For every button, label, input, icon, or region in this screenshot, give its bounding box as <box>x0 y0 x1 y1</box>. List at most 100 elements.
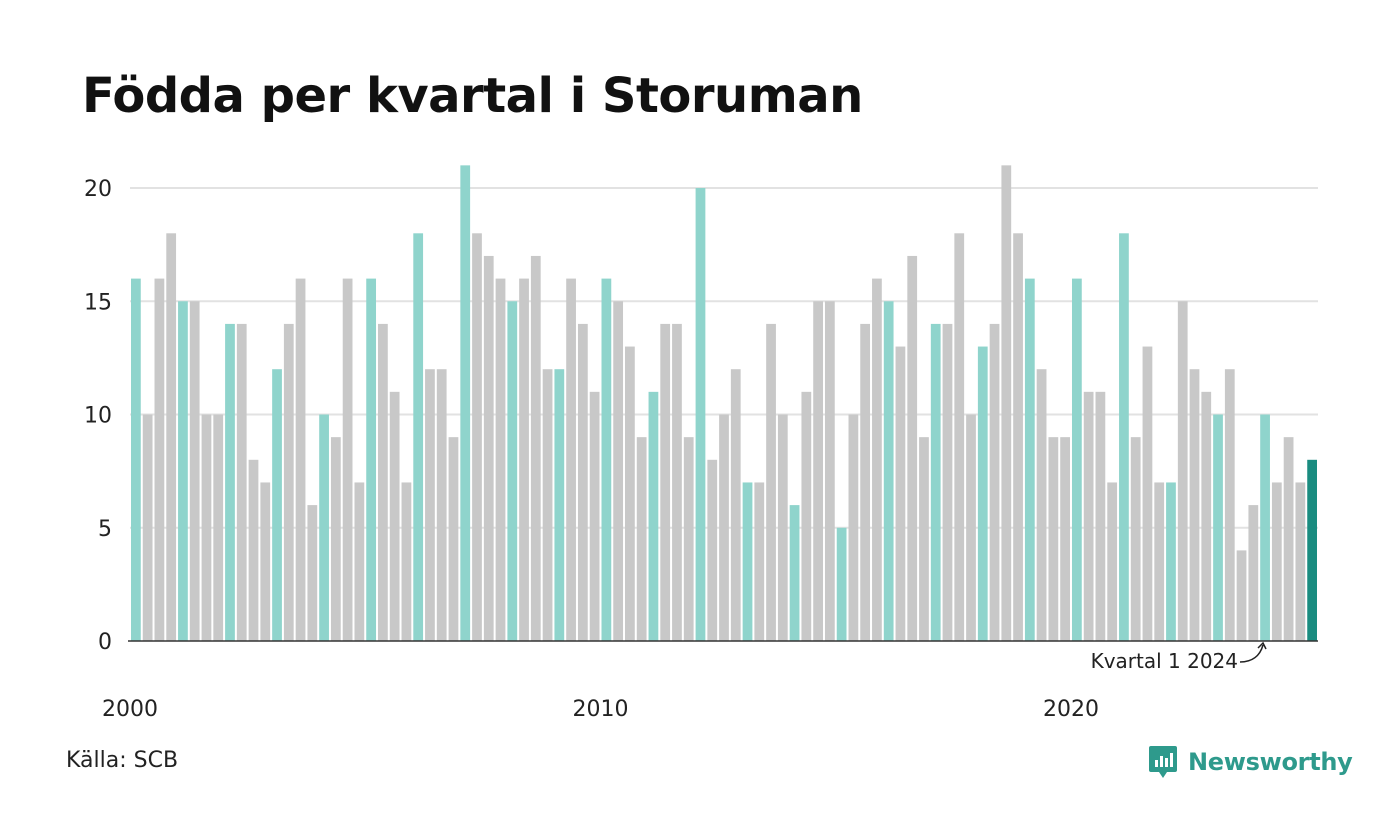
bar <box>977 346 988 641</box>
bar <box>330 437 341 641</box>
bar <box>1060 437 1070 641</box>
bar <box>824 301 835 641</box>
bar <box>1048 437 1059 641</box>
bar <box>460 165 471 641</box>
brand-name: Newsworthy <box>1188 748 1353 776</box>
bar <box>166 233 177 642</box>
bar <box>1071 278 1082 641</box>
bar <box>1119 233 1129 642</box>
bar <box>601 278 612 641</box>
bar <box>436 369 447 641</box>
bar <box>566 278 576 641</box>
bar <box>1095 391 1106 641</box>
bar <box>672 323 682 641</box>
bar <box>472 233 482 642</box>
bar <box>319 414 329 641</box>
bar <box>989 323 1000 641</box>
y-tick-label: 15 <box>84 290 112 315</box>
bar <box>413 233 424 642</box>
bar <box>1213 414 1223 641</box>
bars <box>131 165 1317 642</box>
bar <box>1236 550 1247 641</box>
bar <box>248 459 259 641</box>
bar <box>919 437 929 641</box>
bar <box>766 323 776 641</box>
bar <box>389 391 400 641</box>
bar <box>189 301 200 641</box>
bar <box>142 414 153 641</box>
bar <box>813 301 823 641</box>
bar <box>801 391 812 641</box>
bar <box>1083 391 1094 641</box>
bar <box>378 323 388 641</box>
bar <box>730 369 741 641</box>
bar <box>1295 482 1306 641</box>
y-axis-ticks: 0 5 10 15 20 <box>84 177 112 655</box>
bar <box>789 505 800 641</box>
bar <box>719 414 729 641</box>
bar <box>295 278 306 641</box>
bar <box>154 278 165 641</box>
bar <box>1201 391 1212 641</box>
bar <box>213 414 224 641</box>
bar <box>260 482 271 641</box>
bar <box>342 278 353 641</box>
bar <box>1177 301 1188 641</box>
bar <box>1283 437 1294 641</box>
bar <box>1307 459 1317 641</box>
x-tick-label: 2020 <box>1043 697 1099 722</box>
bar <box>930 323 941 641</box>
bar <box>907 255 918 641</box>
bar <box>178 301 188 641</box>
bar <box>448 437 459 641</box>
bar <box>495 278 506 641</box>
bar <box>613 301 624 641</box>
bar <box>707 459 718 641</box>
y-tick-label: 5 <box>98 517 112 542</box>
newsworthy-logo: Newsworthy <box>1148 744 1353 780</box>
bar <box>530 255 541 641</box>
bar <box>660 323 671 641</box>
chart-title: Födda per kvartal i Storuman <box>82 68 863 124</box>
bar <box>519 278 529 641</box>
bar <box>872 278 882 641</box>
bar <box>354 482 365 641</box>
bar <box>636 437 647 641</box>
bar <box>954 233 965 642</box>
bar <box>542 369 553 641</box>
bar <box>1248 505 1259 641</box>
x-tick-label: 2010 <box>572 697 628 722</box>
bar <box>883 301 894 641</box>
bar <box>1166 482 1176 641</box>
bar <box>754 482 765 641</box>
bar <box>777 414 788 641</box>
bar <box>201 414 212 641</box>
bar <box>683 437 694 641</box>
annotation-arrow <box>1239 644 1264 663</box>
bar-chart-logo-icon <box>1149 746 1177 778</box>
annotation-label: Kvartal 1 2024 <box>1091 649 1238 673</box>
bar <box>836 527 847 641</box>
bar <box>625 346 635 641</box>
x-tick-label: 2000 <box>102 697 158 722</box>
bar <box>307 505 318 641</box>
bar <box>1224 369 1235 641</box>
y-tick-label: 0 <box>98 630 112 655</box>
bar <box>272 369 282 641</box>
bar <box>283 323 294 641</box>
bar <box>895 346 906 641</box>
bar <box>966 414 976 641</box>
y-tick-label: 20 <box>84 177 112 202</box>
bar <box>483 255 494 641</box>
bar <box>589 391 600 641</box>
bar <box>236 323 247 641</box>
bar <box>1154 482 1165 641</box>
y-tick-label: 10 <box>84 404 112 429</box>
bar <box>860 323 871 641</box>
bar <box>425 369 435 641</box>
source-label: Källa: SCB <box>66 748 179 773</box>
x-axis-ticks: 2000 2010 2020 <box>102 697 1099 722</box>
annotation-arrowhead <box>1257 641 1267 650</box>
bar <box>1142 346 1153 641</box>
